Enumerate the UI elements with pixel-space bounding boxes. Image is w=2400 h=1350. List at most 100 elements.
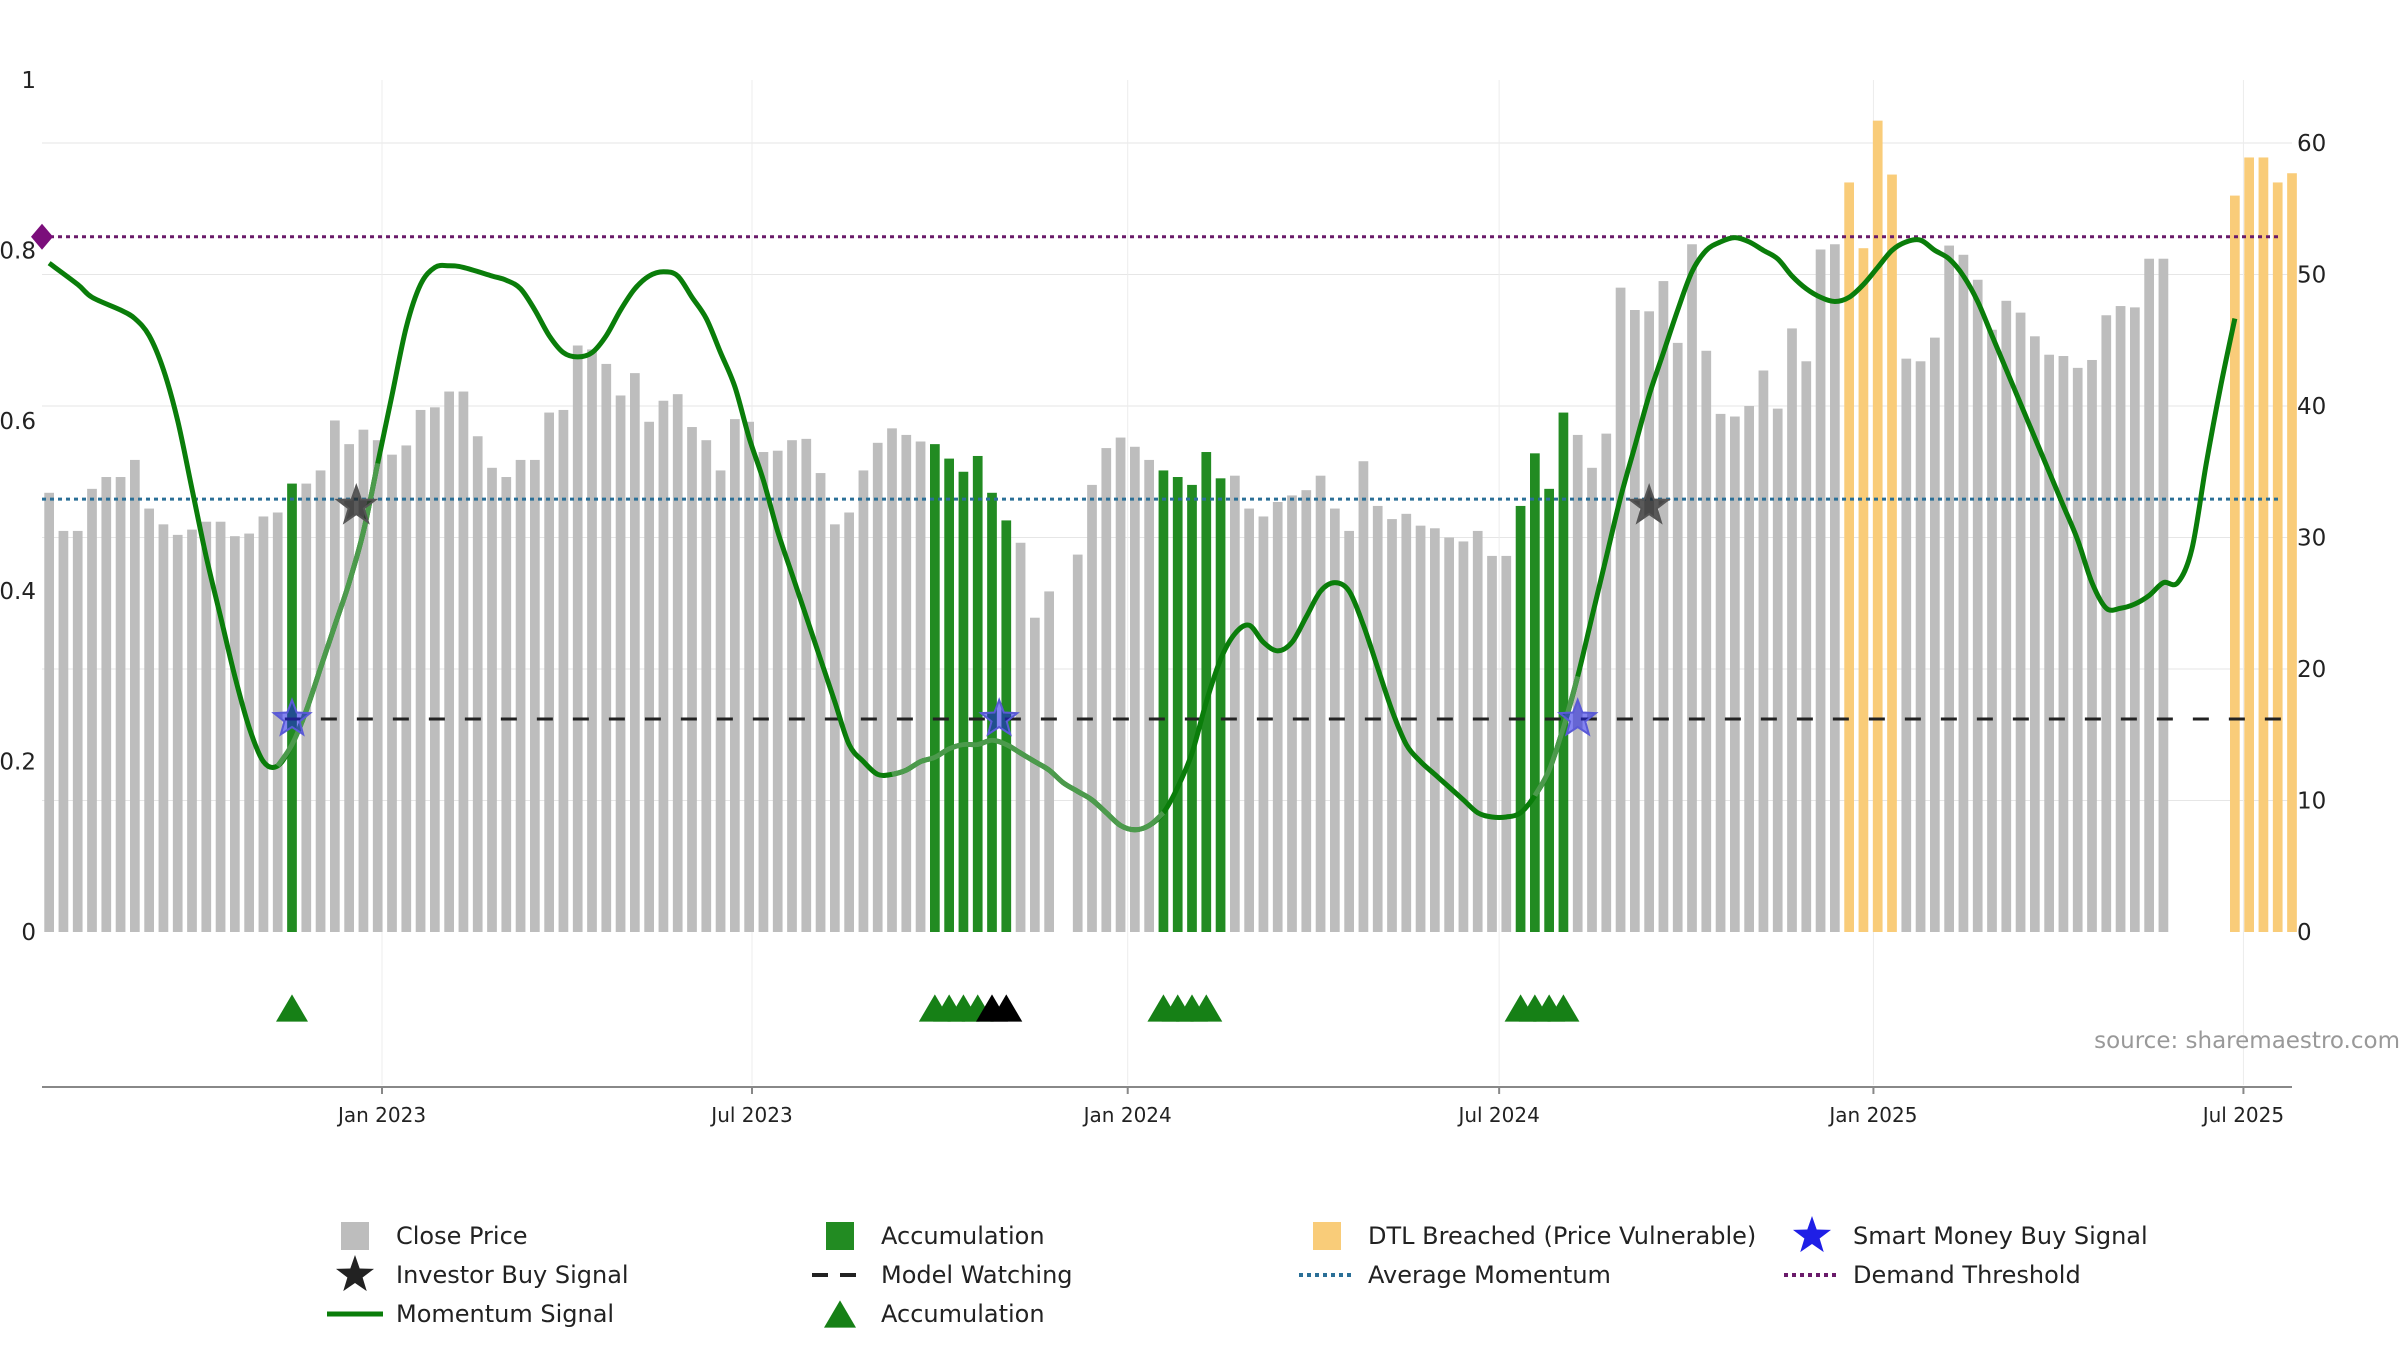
accumulation-bar [1158, 470, 1169, 932]
close-price-bar [1487, 555, 1497, 932]
accumulation-bar [1530, 453, 1540, 932]
accumulation-bar [1544, 488, 1554, 932]
legend-swatch [341, 1222, 369, 1250]
left-tick-label: 0.2 [0, 750, 36, 776]
legend-label: Average Momentum [1368, 1261, 1611, 1289]
close-price-bar [658, 400, 669, 932]
close-price-bar [1972, 279, 1983, 932]
close-price-bar [87, 488, 97, 932]
close-price-bar [1644, 311, 1654, 932]
price-bars [44, 120, 2297, 933]
close-price-bar [1415, 525, 1426, 932]
dtl-breached-bar [1844, 182, 1854, 932]
close-price-bar [1787, 328, 1797, 932]
accumulation-bar [958, 471, 969, 932]
close-price-bar [615, 395, 626, 933]
close-price-bar [601, 363, 612, 932]
right-tick-label: 50 [2297, 263, 2326, 289]
close-price-bar [1901, 358, 1912, 932]
close-price-bar [730, 419, 740, 932]
dtl-breached-bar [1872, 120, 1883, 932]
legend-item: Average Momentum [1299, 1261, 1611, 1289]
close-price-bar [158, 524, 169, 932]
accumulation-bar [1201, 452, 1212, 932]
close-price-bar [1715, 413, 1726, 932]
close-price-bar [1744, 406, 1754, 932]
close-price-bar [2101, 315, 2112, 932]
close-price-bar [1387, 519, 1397, 932]
close-price-bar [415, 409, 426, 932]
close-price-bar [715, 470, 726, 932]
legend-item: Smart Money Buy Signal [1792, 1216, 2148, 1253]
close-price-bar [1315, 475, 1326, 932]
legend-label: Close Price [396, 1222, 528, 1250]
dtl-breached-bar [2244, 157, 2254, 933]
legend-label: Momentum Signal [396, 1300, 614, 1328]
close-price-bar [1044, 591, 1054, 932]
right-tick-label: 40 [2297, 394, 2326, 420]
right-tick-label: 30 [2297, 526, 2326, 552]
close-price-bar [572, 345, 583, 932]
close-price-bar [1115, 437, 1126, 932]
close-price-bar [687, 427, 697, 932]
investor-star [1627, 482, 1672, 525]
accumulation-triangle [1547, 994, 1580, 1022]
accumulation-bar [944, 458, 954, 932]
close-price-bar [1758, 370, 1769, 932]
legend-item: DTL Breached (Price Vulnerable) [1313, 1222, 1756, 1250]
dtl-breached-bar [2230, 195, 2240, 933]
close-price-bar [844, 512, 854, 932]
close-price-bar [315, 470, 326, 932]
left-tick-label: 0.6 [0, 409, 36, 435]
smart-money-star [271, 697, 313, 737]
close-price-bar [472, 436, 483, 932]
triangle-strip [276, 994, 1580, 1022]
close-price-bar [430, 407, 440, 932]
legend-item: Accumulation [824, 1300, 1045, 1328]
close-price-bar [201, 521, 212, 932]
legend-label: DTL Breached (Price Vulnerable) [1368, 1222, 1756, 1250]
close-price-bar [1587, 467, 1597, 932]
close-price-bar [544, 412, 554, 932]
legend-label: Accumulation [881, 1300, 1045, 1328]
close-price-bar [2030, 336, 2040, 932]
right-tick-label: 0 [2297, 920, 2312, 946]
close-price-bar [1472, 530, 1483, 932]
close-price-bar [1944, 245, 1954, 932]
legend-label: Accumulation [881, 1222, 1045, 1250]
close-price-bar [444, 391, 454, 932]
close-price-bar [1730, 416, 1740, 932]
close-price-bar [1444, 537, 1454, 932]
close-price-bar [644, 421, 654, 932]
smart-money-star [1556, 697, 1599, 737]
close-price-bar [215, 521, 226, 932]
close-price-bar [2058, 356, 2069, 932]
close-price-bar [515, 459, 526, 932]
close-price-bar [772, 450, 783, 932]
close-price-bar [2072, 367, 2083, 932]
signal-markers [271, 482, 1672, 737]
close-price-bar [1401, 513, 1412, 932]
close-price-bar [1687, 244, 1697, 932]
close-price-bar [1615, 287, 1626, 932]
close-price-bar [44, 492, 54, 932]
close-price-bar [915, 441, 926, 932]
legend-item: Close Price [341, 1222, 528, 1250]
close-price-bar [1344, 530, 1354, 932]
close-price-bar [1915, 361, 1926, 932]
close-price-bar [258, 516, 269, 932]
legend-item: Accumulation [826, 1222, 1045, 1250]
close-price-bar [130, 459, 140, 932]
legend-label: Smart Money Buy Signal [1853, 1222, 2148, 1250]
x-tick-label: Jul 2023 [709, 1103, 792, 1127]
close-price-bar [387, 454, 397, 932]
close-price-bar [1101, 448, 1112, 932]
dtl-breached-bar [2258, 157, 2269, 933]
close-price-bar [2158, 258, 2169, 933]
close-price-bar [1030, 617, 1040, 932]
legend-star-icon [1792, 1216, 1832, 1253]
accumulation-bar [1187, 484, 1197, 932]
close-price-bar [530, 459, 540, 932]
close-price-bar [230, 536, 240, 932]
